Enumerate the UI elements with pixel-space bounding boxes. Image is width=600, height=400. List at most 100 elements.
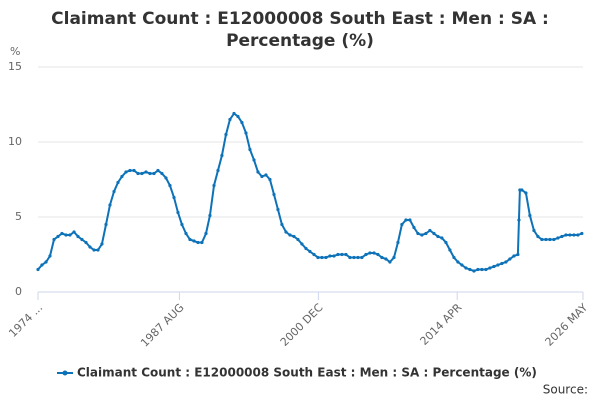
data-point: [416, 231, 420, 236]
data-point: [148, 171, 152, 176]
data-point: [344, 252, 348, 257]
data-point: [380, 255, 384, 260]
data-point: [560, 234, 564, 239]
data-point: [48, 254, 52, 258]
data-point: [568, 233, 572, 237]
data-point: [240, 120, 244, 125]
data-point: [132, 168, 136, 173]
data-point: [528, 213, 532, 218]
data-point: [424, 231, 428, 236]
data-point: [520, 188, 524, 192]
y-tick-label: 0: [15, 285, 22, 298]
data-point: [456, 260, 460, 264]
data-point: [72, 230, 76, 234]
data-point: [52, 237, 56, 242]
data-point: [104, 222, 108, 227]
x-tick-label: 1974 ...: [6, 301, 45, 340]
data-point: [372, 251, 376, 255]
data-point: [252, 158, 256, 162]
data-point: [44, 260, 48, 264]
data-point: [64, 233, 68, 237]
data-point: [136, 171, 140, 176]
data-point: [116, 180, 120, 185]
data-point: [320, 255, 324, 260]
data-point: [80, 237, 84, 242]
data-point: [276, 207, 280, 212]
data-point: [332, 254, 336, 258]
data-point: [484, 267, 488, 272]
y-tick-label: 10: [8, 135, 22, 148]
data-point: [256, 170, 260, 174]
data-point: [156, 168, 160, 173]
data-point: [500, 261, 504, 266]
data-point: [420, 233, 424, 237]
data-point: [84, 240, 88, 245]
data-point: [200, 240, 204, 245]
data-point: [100, 242, 104, 246]
data-point: [468, 267, 472, 272]
data-point: [284, 230, 288, 234]
data-point: [448, 248, 452, 252]
data-point: [300, 242, 304, 246]
data-point: [144, 170, 148, 174]
data-point: [544, 237, 548, 242]
data-point: [412, 225, 416, 230]
legend-label: Claimant Count : E12000008 South East : …: [77, 366, 537, 380]
data-point: [452, 255, 456, 260]
data-point: [208, 213, 212, 218]
data-point: [128, 168, 132, 173]
data-point: [228, 117, 232, 122]
data-point: [444, 240, 448, 245]
data-point: [360, 255, 364, 260]
data-point: [160, 171, 164, 176]
data-point: [572, 233, 576, 237]
data-point: [376, 252, 380, 257]
data-point: [524, 191, 528, 195]
data-line: [37, 112, 583, 273]
data-point: [368, 251, 372, 255]
legend-marker: [62, 370, 68, 376]
data-point: [216, 168, 220, 173]
data-point: [488, 266, 492, 270]
data-point: [312, 252, 316, 257]
data-point: [504, 260, 508, 264]
data-point: [480, 267, 484, 272]
data-point: [340, 252, 344, 257]
data-point: [552, 237, 556, 242]
data-point: [236, 114, 240, 119]
data-point: [328, 254, 332, 258]
data-point: [264, 173, 268, 177]
data-point: [336, 252, 340, 257]
data-point: [92, 248, 96, 252]
data-point: [548, 237, 552, 242]
data-point: [192, 239, 196, 243]
data-point: [164, 176, 168, 180]
data-point: [408, 218, 412, 222]
x-tick-label: 2000 DEC: [278, 301, 326, 349]
data-point: [296, 237, 300, 242]
data-point: [60, 231, 64, 236]
data-point: [120, 174, 124, 179]
data-point: [460, 263, 464, 267]
data-point: [392, 255, 396, 260]
data-point: [388, 260, 392, 264]
data-point: [428, 228, 432, 233]
y-tick-label: 5: [15, 210, 22, 223]
data-point: [88, 245, 92, 249]
data-point: [232, 111, 236, 116]
data-point: [204, 231, 208, 236]
data-point: [56, 234, 60, 239]
x-tick-label: 2014 APR: [418, 301, 465, 348]
data-point: [308, 249, 312, 254]
data-point: [36, 267, 40, 272]
data-point: [68, 233, 72, 237]
data-point: [492, 264, 496, 269]
data-point: [196, 240, 200, 245]
data-point: [432, 231, 436, 236]
data-point: [288, 233, 292, 237]
data-point: [224, 132, 228, 137]
data-point: [168, 183, 172, 188]
y-axis-label: %: [10, 45, 20, 58]
y-tick-label: 15: [8, 60, 22, 73]
